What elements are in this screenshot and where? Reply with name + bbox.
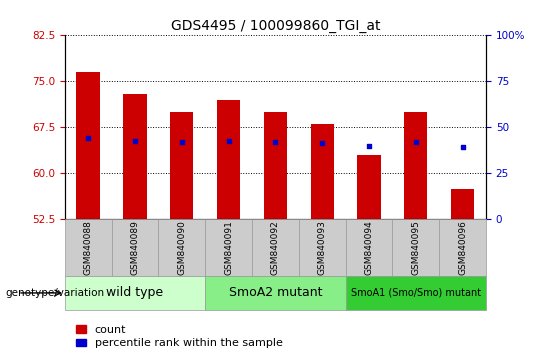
Point <box>318 140 327 145</box>
Bar <box>205 219 252 276</box>
Text: GSM840088: GSM840088 <box>84 220 93 275</box>
Bar <box>205 276 346 310</box>
Text: GSM840091: GSM840091 <box>224 220 233 275</box>
Point <box>131 138 139 144</box>
Point <box>224 138 233 144</box>
Bar <box>404 112 428 219</box>
Bar <box>217 100 240 219</box>
Bar <box>158 219 205 276</box>
Point <box>458 144 467 150</box>
Point <box>411 139 420 144</box>
Bar <box>264 112 287 219</box>
Point <box>364 143 373 149</box>
Bar <box>357 155 381 219</box>
Title: GDS4495 / 100099860_TGI_at: GDS4495 / 100099860_TGI_at <box>171 19 380 33</box>
Bar <box>65 219 112 276</box>
Legend: count, percentile rank within the sample: count, percentile rank within the sample <box>76 325 282 348</box>
Text: GSM840096: GSM840096 <box>458 220 467 275</box>
Text: GSM840092: GSM840092 <box>271 221 280 275</box>
Text: wild type: wild type <box>106 286 164 299</box>
Bar <box>170 112 193 219</box>
Bar <box>310 124 334 219</box>
Bar <box>439 219 486 276</box>
Bar <box>299 219 346 276</box>
Bar <box>65 276 205 310</box>
Text: GSM840093: GSM840093 <box>318 220 327 275</box>
Text: GSM840094: GSM840094 <box>364 221 374 275</box>
Bar <box>393 219 439 276</box>
Point <box>271 139 280 144</box>
Bar <box>123 94 147 219</box>
Text: GSM840095: GSM840095 <box>411 220 420 275</box>
Text: genotype/variation: genotype/variation <box>5 288 105 298</box>
Bar <box>346 219 393 276</box>
Text: SmoA1 (Smo/Smo) mutant: SmoA1 (Smo/Smo) mutant <box>351 288 481 298</box>
Point <box>178 139 186 144</box>
Bar <box>252 219 299 276</box>
Text: SmoA2 mutant: SmoA2 mutant <box>228 286 322 299</box>
Point <box>84 135 92 141</box>
Bar <box>346 276 486 310</box>
Bar <box>112 219 158 276</box>
Bar <box>77 72 100 219</box>
Bar <box>451 189 474 219</box>
Text: GSM840090: GSM840090 <box>177 220 186 275</box>
Text: GSM840089: GSM840089 <box>131 220 139 275</box>
